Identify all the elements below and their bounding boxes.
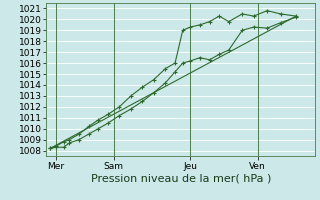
X-axis label: Pression niveau de la mer( hPa ): Pression niveau de la mer( hPa ) <box>91 173 271 183</box>
